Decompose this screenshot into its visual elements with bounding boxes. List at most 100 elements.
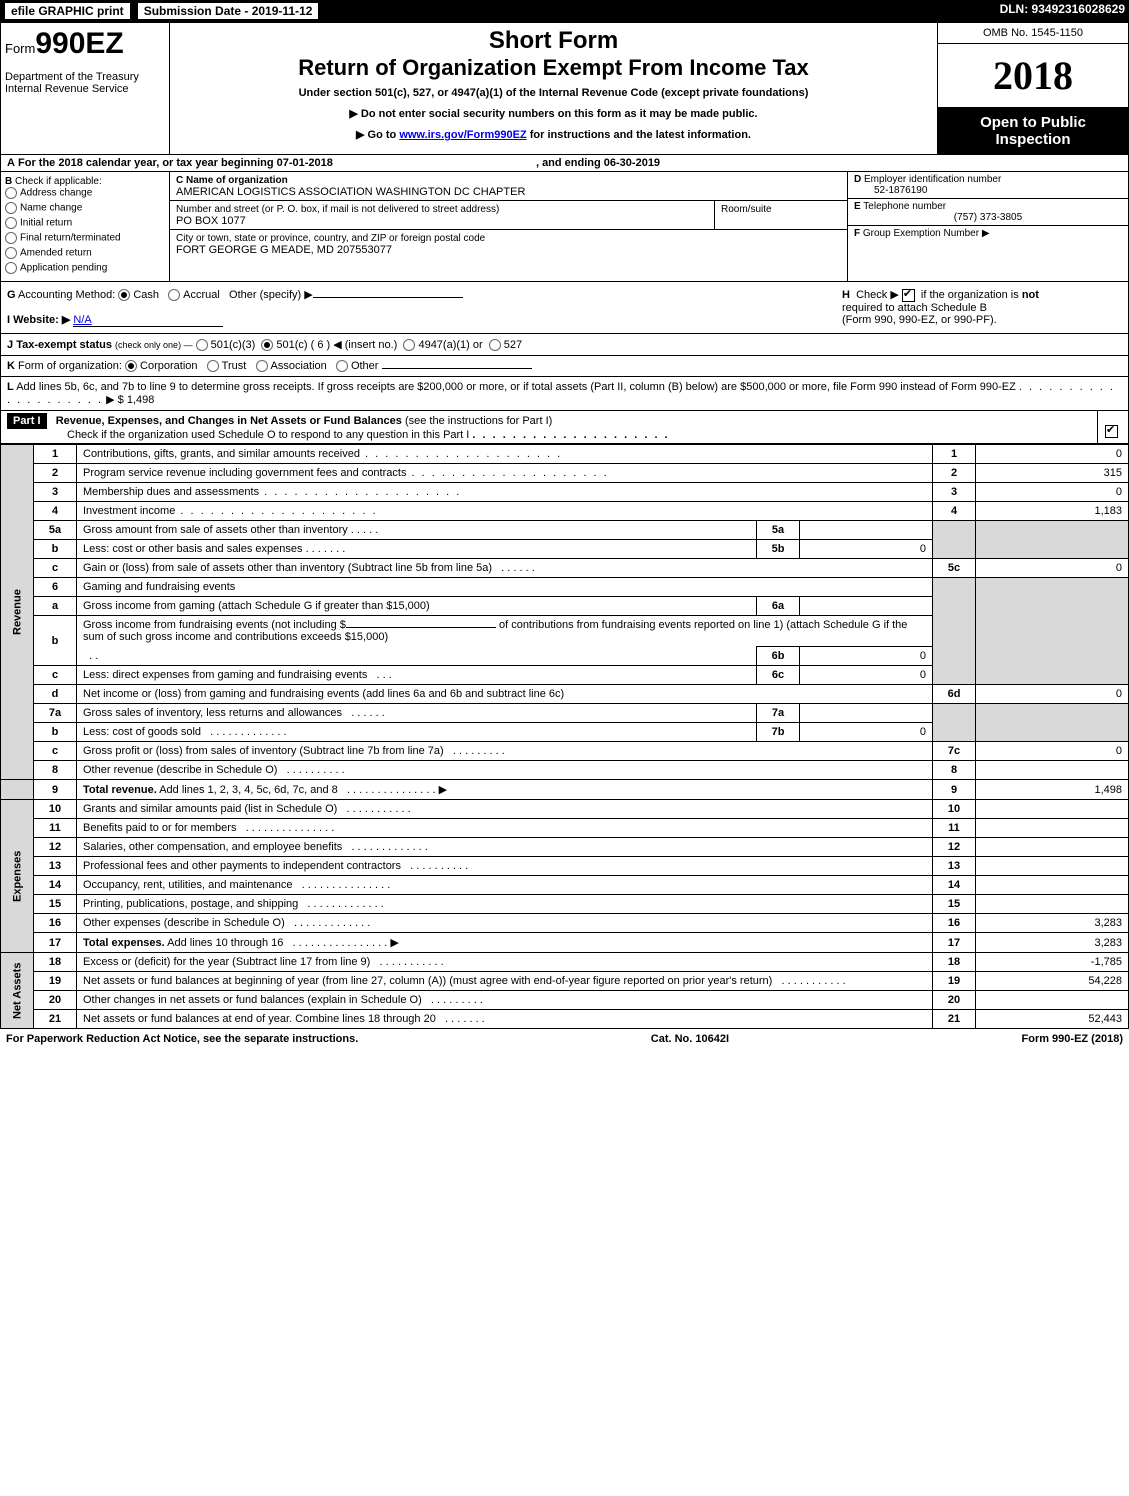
check-final-return[interactable]: Final return/terminated bbox=[5, 232, 165, 244]
part-i-title: Revenue, Expenses, and Changes in Net As… bbox=[56, 415, 402, 427]
check-amended-return[interactable]: Amended return bbox=[5, 247, 165, 259]
h-text2: if the organization is bbox=[921, 289, 1019, 301]
4947-label: 4947(a)(1) or bbox=[418, 339, 482, 351]
l12-text: Salaries, other compensation, and employ… bbox=[83, 841, 342, 853]
address-change-label: Address change bbox=[20, 188, 92, 199]
501c3-radio[interactable] bbox=[196, 339, 208, 351]
irs-link[interactable]: www.irs.gov/Form990EZ bbox=[399, 129, 526, 141]
website-value[interactable]: N/A bbox=[73, 314, 223, 327]
trust-label: Trust bbox=[222, 360, 247, 372]
l7b-text: Less: cost of goods sold bbox=[83, 726, 201, 738]
l15-rn: 15 bbox=[933, 895, 976, 914]
part-i-suffix: (see the instructions for Part I) bbox=[405, 415, 552, 427]
label-e: E bbox=[854, 201, 861, 212]
l17-text: Total expenses. bbox=[83, 937, 165, 949]
net-assets-side-label: Net Assets bbox=[1, 953, 34, 1029]
l3-text: Membership dues and assessments bbox=[83, 486, 259, 498]
assoc-label: Association bbox=[271, 360, 327, 372]
corp-radio[interactable] bbox=[125, 360, 137, 372]
corp-label: Corporation bbox=[140, 360, 197, 372]
l7a-no: 7a bbox=[34, 704, 77, 723]
l3-dots bbox=[259, 486, 461, 498]
topbar-left: efile GRAPHIC print Submission Date - 20… bbox=[4, 2, 319, 20]
527-radio[interactable] bbox=[489, 339, 501, 351]
phone-value: (757) 373-3805 bbox=[854, 212, 1122, 223]
l15-no: 15 bbox=[34, 895, 77, 914]
l18-no: 18 bbox=[34, 953, 77, 972]
form-number-block: Form990EZ Department of the Treasury Int… bbox=[1, 23, 170, 154]
l19-rv: 54,228 bbox=[976, 972, 1129, 991]
instruction-ssn: ▶ Do not enter social security numbers o… bbox=[174, 107, 933, 120]
l12-no: 12 bbox=[34, 838, 77, 857]
527-label: 527 bbox=[504, 339, 522, 351]
dln: DLN: 93492316028629 bbox=[1000, 2, 1125, 20]
l6c-mv: 0 bbox=[800, 666, 933, 685]
l5c-no: c bbox=[34, 559, 77, 578]
accrual-radio[interactable] bbox=[168, 289, 180, 301]
column-c: C Name of organization AMERICAN LOGISTIC… bbox=[170, 172, 1128, 281]
l14-rv bbox=[976, 876, 1129, 895]
accrual-label: Accrual bbox=[183, 289, 220, 301]
l17-arrow: ▶ bbox=[390, 937, 398, 949]
line-8: 8 Other revenue (describe in Schedule O)… bbox=[1, 761, 1129, 780]
label-a: A bbox=[7, 157, 15, 169]
dept-treasury: Department of the Treasury bbox=[5, 71, 165, 83]
other-org-radio[interactable] bbox=[336, 360, 348, 372]
501c3-label: 501(c)(3) bbox=[211, 339, 256, 351]
h-text4: (Form 990, 990-EZ, or 990-PF). bbox=[842, 314, 997, 326]
l6b-amount-field[interactable] bbox=[346, 627, 496, 628]
l7ab-shade bbox=[933, 704, 976, 742]
l7c-text: Gross profit or (loss) from sales of inv… bbox=[83, 745, 444, 757]
check-name-change[interactable]: Name change bbox=[5, 202, 165, 214]
check-initial-return[interactable]: Initial return bbox=[5, 217, 165, 229]
l9-no: 9 bbox=[34, 780, 77, 800]
part-i-checkbox[interactable] bbox=[1105, 425, 1118, 438]
cash-radio[interactable] bbox=[118, 289, 130, 301]
l1-rn: 1 bbox=[933, 445, 976, 464]
l13-rv bbox=[976, 857, 1129, 876]
label-l: L bbox=[7, 381, 14, 393]
line-6: 6 Gaming and fundraising events bbox=[1, 578, 1129, 597]
l7a-mv bbox=[800, 704, 933, 723]
label-b: B bbox=[5, 176, 12, 187]
l10-rn: 10 bbox=[933, 800, 976, 819]
label-i: I bbox=[7, 314, 10, 326]
l6b-no: b bbox=[34, 616, 77, 666]
l20-rv bbox=[976, 991, 1129, 1010]
l12-rv bbox=[976, 838, 1129, 857]
box-address: Number and street (or P. O. box, if mail… bbox=[170, 201, 847, 230]
group-exemption-arrow: ▶ bbox=[982, 228, 990, 239]
check-address-change[interactable]: Address change bbox=[5, 187, 165, 199]
l5b-mn: 5b bbox=[757, 540, 800, 559]
l6c-text: Less: direct expenses from gaming and fu… bbox=[83, 669, 367, 681]
l15-rv bbox=[976, 895, 1129, 914]
efile-print-button[interactable]: efile GRAPHIC print bbox=[4, 2, 131, 20]
name-change-label: Name change bbox=[20, 203, 82, 214]
assoc-radio[interactable] bbox=[256, 360, 268, 372]
l4-dots bbox=[175, 505, 377, 517]
line-16: 16 Other expenses (describe in Schedule … bbox=[1, 914, 1129, 933]
501c-radio[interactable] bbox=[261, 339, 273, 351]
l6a-mv bbox=[800, 597, 933, 616]
l7c-rn: 7c bbox=[933, 742, 976, 761]
submission-date: Submission Date - 2019-11-12 bbox=[137, 2, 320, 20]
return-title: Return of Organization Exempt From Incom… bbox=[174, 55, 933, 81]
open-public-1: Open to Public bbox=[940, 114, 1126, 131]
box-d: D Employer identification number 52-1876… bbox=[848, 172, 1128, 199]
trust-radio[interactable] bbox=[207, 360, 219, 372]
other-org-field[interactable] bbox=[382, 368, 532, 369]
label-g: G bbox=[7, 289, 16, 301]
other-specify-field[interactable] bbox=[313, 297, 463, 298]
tax-exempt-status-label: Tax-exempt status bbox=[16, 339, 112, 351]
h-checkbox[interactable] bbox=[902, 289, 915, 302]
l20-no: 20 bbox=[34, 991, 77, 1010]
l5a-no: 5a bbox=[34, 521, 77, 540]
check-application-pending[interactable]: Application pending bbox=[5, 262, 165, 274]
line-7c: c Gross profit or (loss) from sales of i… bbox=[1, 742, 1129, 761]
4947-radio[interactable] bbox=[403, 339, 415, 351]
l11-text: Benefits paid to or for members bbox=[83, 822, 236, 834]
label-c: C bbox=[176, 175, 183, 186]
l6b-text1: Gross income from fundraising events (no… bbox=[83, 619, 346, 631]
instruction-goto: ▶ Go to www.irs.gov/Form990EZ for instru… bbox=[174, 128, 933, 141]
open-public-2: Inspection bbox=[940, 131, 1126, 148]
